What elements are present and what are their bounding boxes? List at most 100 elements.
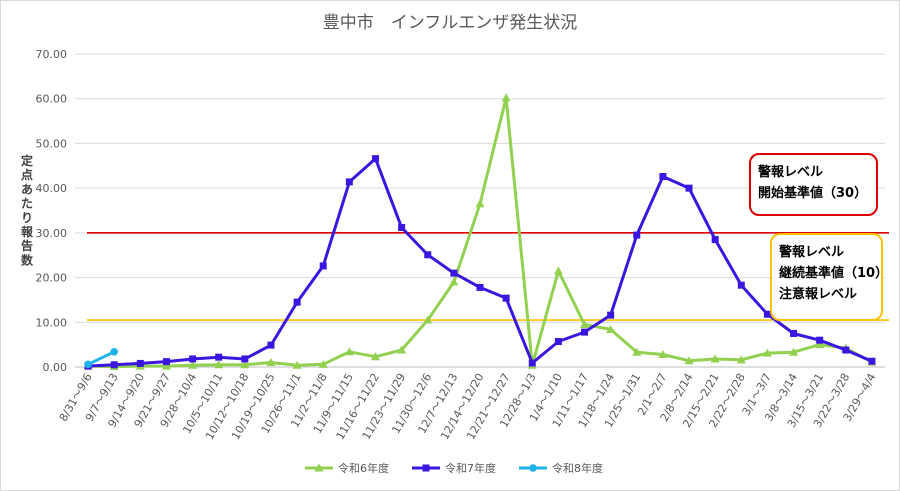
legend-marker [314,463,324,472]
y-tick-label: 60.00 [36,93,68,106]
data-point [370,352,380,361]
data-point [528,359,536,367]
reference-lines [87,232,889,321]
data-point [398,223,406,231]
data-point [110,361,118,369]
y-tick-label: 10.00 [36,316,68,329]
data-point [214,360,224,369]
data-point [659,173,667,181]
data-point [763,310,771,318]
y-axis-label: 定点あたり報告数 [21,153,34,267]
legend-marker [422,464,430,472]
data-point [580,320,590,329]
data-point [658,349,668,358]
y-axis-label-char: た [21,197,33,211]
y-tick-label: 0.00 [43,361,68,374]
y-axis-label-char: 点 [21,167,33,182]
series-line [87,350,115,366]
y-tick-label: 20.00 [36,272,68,285]
y-tick-label: 40.00 [36,182,68,195]
legend: 令和6年度 令和7年度 令和8年度 [305,461,603,475]
data-point [241,355,249,363]
data-point [318,359,328,368]
data-point [293,298,301,306]
data-point [449,277,459,286]
data-point [842,346,850,354]
series [84,155,876,370]
data-point [371,155,379,163]
y-tick-labels: 0.00 10.00 20.00 30.00 40.00 50.00 60.00 70.00 [36,48,68,374]
y-tick-label: 70.00 [36,48,68,61]
legend-entry: 令和6年度 [305,461,389,475]
data-point [710,354,720,363]
gridlines [75,53,885,368]
data-point [267,341,275,349]
data-point [215,353,223,361]
data-point [553,266,563,275]
annotation-border [749,153,878,216]
data-point [161,361,171,370]
annotation-border [770,233,883,321]
annotation-text: 注意報レベル [779,286,857,302]
data-point [554,338,562,346]
data-point [790,329,798,337]
data-point [240,360,250,369]
data-point [684,356,694,365]
data-point [319,262,327,270]
data-point [476,283,484,291]
data-point [762,348,772,357]
data-point [136,359,144,367]
data-point [816,336,824,344]
legend-label: 令和8年度 [552,461,603,475]
y-tick-label: 50.00 [36,137,68,150]
y-axis-label-char: り [21,211,33,225]
annotation-text: 警報レベル [758,164,823,180]
data-point [632,347,642,356]
data-point [685,184,693,192]
data-point [633,231,641,239]
series-lines [83,93,877,371]
data-point [581,328,589,336]
legend-label: 令和6年度 [338,461,389,475]
data-point [450,269,458,277]
annotation-text: 警報レベル [779,244,844,260]
data-point [292,360,302,369]
data-point [789,347,799,356]
data-point [711,236,719,244]
y-axis-label-char: 告 [21,238,33,253]
data-point [502,294,510,302]
annotation-text: 開始基準値（30） [758,185,867,201]
data-point [868,357,876,365]
y-axis-label-char: 数 [21,252,34,267]
data-point [815,340,825,349]
chart-title: 豊中市 インフルエンザ発生状況 [323,13,578,33]
y-axis-label-char: 報 [21,224,34,239]
data-point [423,315,433,324]
legend-entry: 令和7年度 [412,461,496,475]
data-point [737,281,745,289]
y-axis-label-char: あ [21,182,33,196]
data-point [397,345,407,354]
data-point [188,360,198,369]
data-point [162,358,170,366]
data-point [266,358,276,367]
legend-entry: 令和8年度 [519,461,603,475]
data-point [606,324,616,333]
annotation-text: 継続基準値（10） [779,265,888,281]
data-point [189,355,197,363]
data-point [736,355,746,364]
data-point [501,93,511,102]
data-point [344,347,354,356]
data-point [84,360,92,369]
data-point [607,311,615,319]
legend-label: 令和7年度 [445,461,496,475]
data-point [475,199,485,208]
y-axis-label-char: 定 [21,153,33,168]
data-point [424,251,432,259]
y-tick-label: 30.00 [36,227,68,240]
